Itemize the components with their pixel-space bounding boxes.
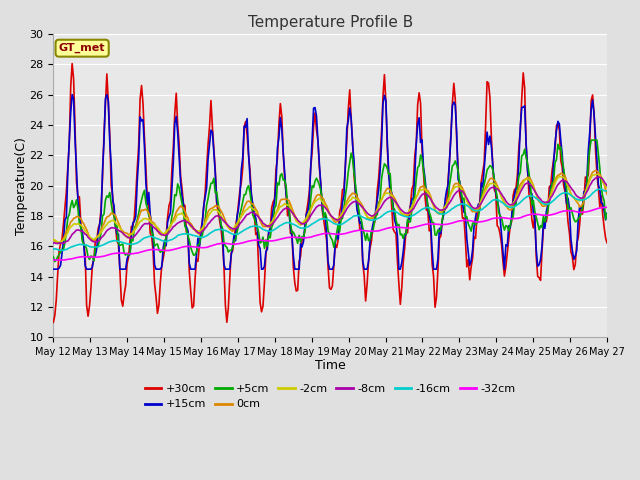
Text: GT_met: GT_met bbox=[59, 43, 106, 53]
Title: Temperature Profile B: Temperature Profile B bbox=[248, 15, 413, 30]
X-axis label: Time: Time bbox=[315, 359, 346, 372]
Legend: +30cm, +15cm, +5cm, 0cm, -2cm, -8cm, -16cm, -32cm: +30cm, +15cm, +5cm, 0cm, -2cm, -8cm, -16… bbox=[140, 379, 520, 414]
Y-axis label: Temperature(C): Temperature(C) bbox=[15, 137, 28, 235]
